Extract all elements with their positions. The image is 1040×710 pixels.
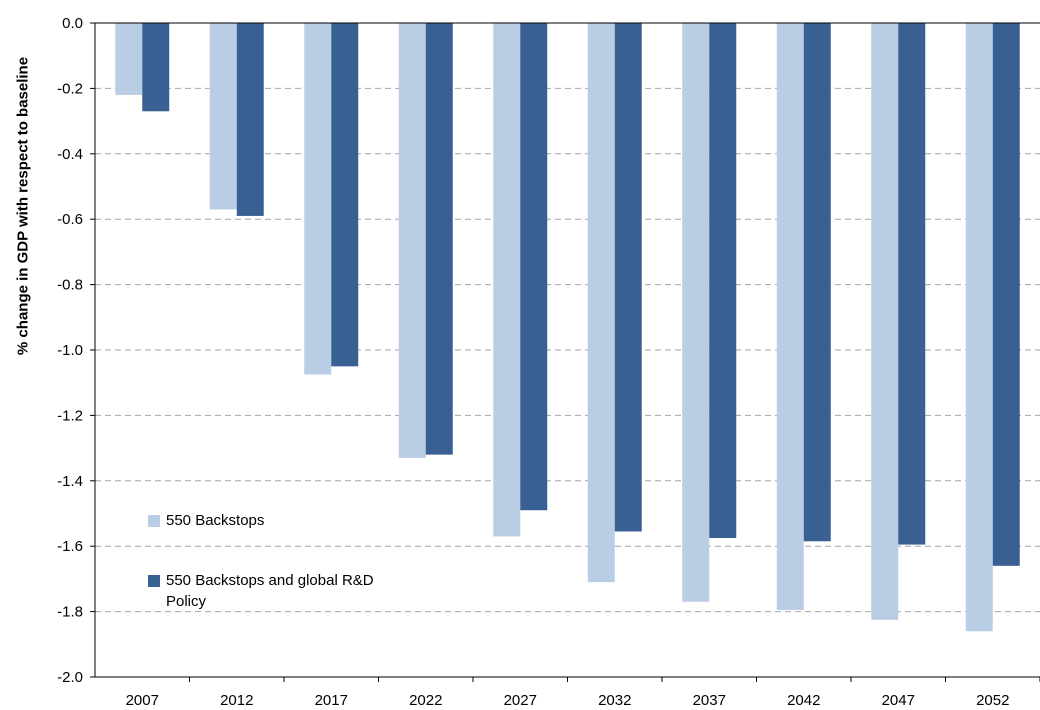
x-tick-label: 2052 — [976, 692, 1009, 709]
y-tick-label: -0.4 — [57, 146, 83, 163]
bar-backstops-2012 — [209, 23, 237, 210]
legend-swatch-light-blue — [148, 515, 160, 527]
bar-backstops-2027 — [493, 23, 521, 537]
bar-backstops-2007 — [115, 23, 143, 95]
bar-backstops-rd-policy-2012 — [236, 23, 264, 216]
y-tick-label: -1.6 — [57, 538, 83, 555]
x-tick-label: 2047 — [882, 692, 915, 709]
x-tick-label: 2007 — [126, 692, 159, 709]
y-tick-label: -0.8 — [57, 277, 83, 294]
bar-backstops-rd-policy-2017 — [331, 23, 359, 367]
x-tick-label: 2037 — [693, 692, 726, 709]
bar-backstops-2047 — [871, 23, 899, 620]
x-tick-label: 2022 — [409, 692, 442, 709]
x-tick-label: 2027 — [504, 692, 537, 709]
legend-item-550-backstops-rd-policy: 550 Backstops and global R&D Policy — [148, 570, 396, 612]
bar-backstops-2032 — [587, 23, 615, 583]
bar-backstops-rd-policy-2022 — [425, 23, 453, 455]
bar-backstops-rd-policy-2007 — [142, 23, 170, 112]
x-tick-label: 2012 — [220, 692, 253, 709]
bar-backstops-rd-policy-2027 — [520, 23, 548, 511]
legend-item-550-backstops: 550 Backstops — [148, 510, 396, 531]
bar-backstops-2042 — [776, 23, 804, 610]
y-tick-label: -1.8 — [57, 604, 83, 621]
bar-backstops-2037 — [682, 23, 710, 602]
y-tick-label: -1.0 — [57, 342, 83, 359]
bar-backstops-rd-policy-2037 — [709, 23, 737, 539]
bar-backstops-rd-policy-2042 — [803, 23, 831, 542]
bars — [115, 23, 1020, 632]
y-tick-label: -0.2 — [57, 80, 83, 97]
legend-label: 550 Backstops — [166, 512, 265, 529]
legend-label: 550 Backstops and global R&D Policy — [166, 572, 374, 610]
bar-backstops-2017 — [304, 23, 332, 375]
bar-backstops-rd-policy-2052 — [992, 23, 1020, 566]
legend-swatch-dark-blue — [148, 575, 160, 587]
y-tick-label: -1.2 — [57, 407, 83, 424]
bar-backstops-rd-policy-2032 — [614, 23, 642, 532]
y-tick-labels: 0.0 -0.2 -0.4 -0.6 -0.8 -1.0 -1.2 -1.4 -1.6 -1.8 -… — [57, 15, 95, 686]
x-tick-labels: 2007 2012 2017 2022 2027 2032 2037 2042 2047 2052 — [126, 677, 1040, 709]
x-tick-label: 2042 — [787, 692, 820, 709]
bar-backstops-2022 — [398, 23, 426, 458]
y-tick-label: -2.0 — [57, 669, 83, 686]
x-tick-label: 2032 — [598, 692, 631, 709]
bar-backstops-2052 — [965, 23, 993, 632]
gridlines — [95, 87, 1040, 613]
y-tick-label: -1.4 — [57, 473, 83, 490]
y-tick-label: 0.0 — [62, 15, 83, 32]
bar-backstops-rd-policy-2047 — [898, 23, 926, 545]
y-tick-label: -0.6 — [57, 211, 83, 228]
x-tick-label: 2017 — [315, 692, 348, 709]
